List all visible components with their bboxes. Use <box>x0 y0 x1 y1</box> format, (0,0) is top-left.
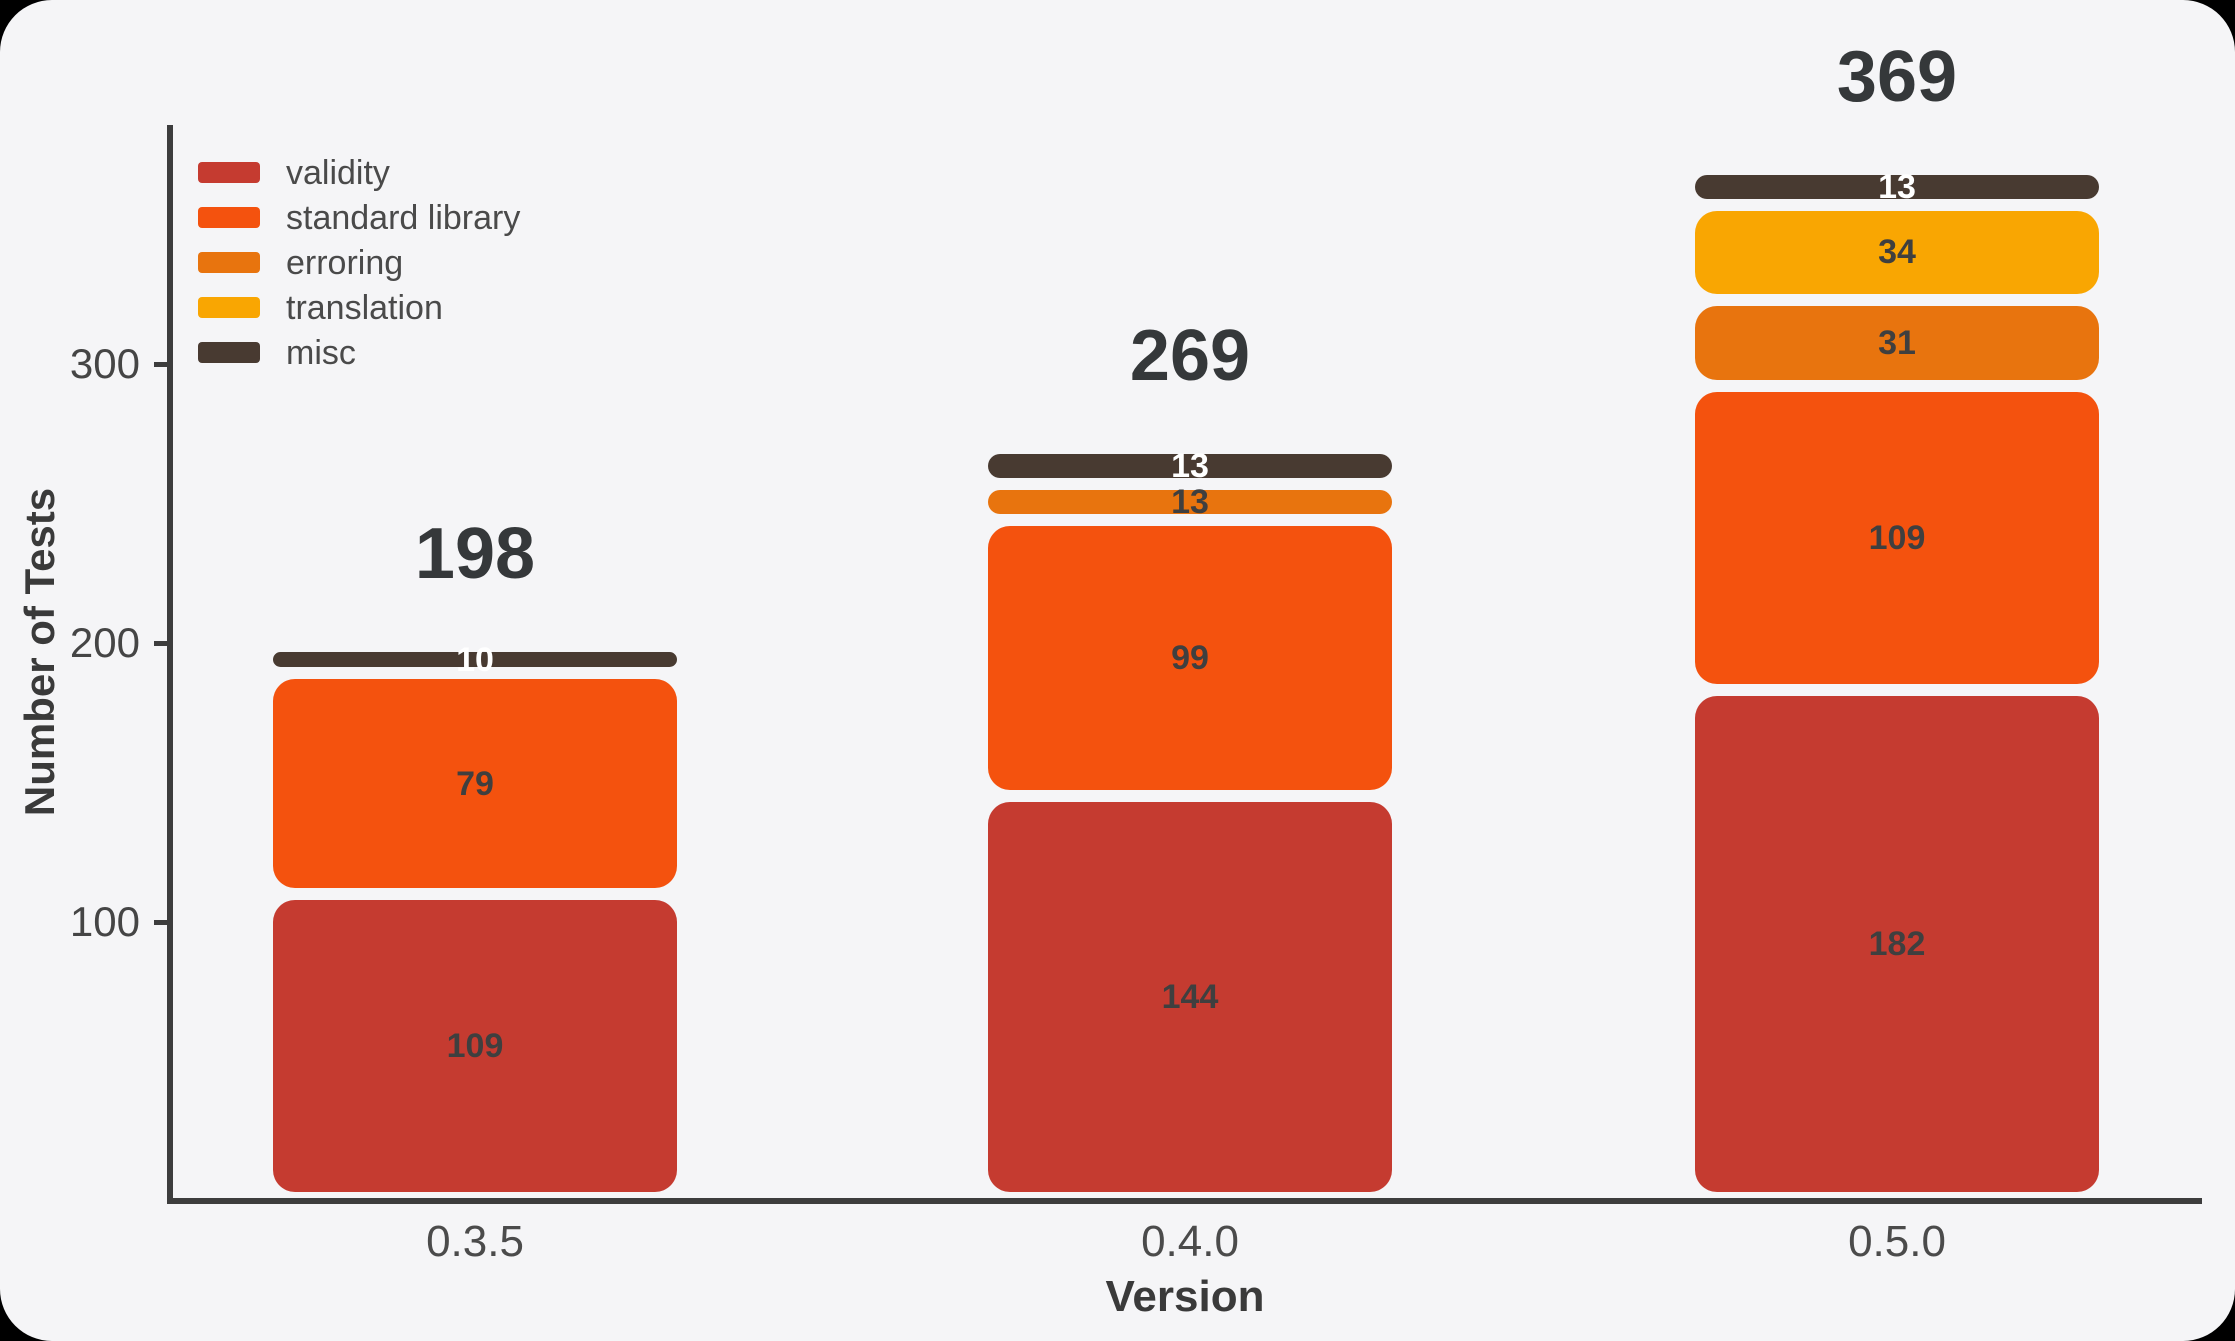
bar-total-label: 269 <box>1129 315 1251 396</box>
segment-validity: 109 <box>273 899 677 1192</box>
legend-swatch <box>198 297 260 318</box>
legend-item: erroring <box>198 240 520 285</box>
segment-standard-library: 99 <box>988 526 1392 791</box>
legend-item: misc <box>198 330 520 375</box>
segment-value-label: 182 <box>1868 925 1926 964</box>
segment-validity: 144 <box>988 802 1392 1192</box>
segment-value-label: 99 <box>1171 639 1209 678</box>
segment-value-label: 34 <box>1878 233 1916 272</box>
legend-swatch <box>198 342 260 363</box>
y-tick-label: 300 <box>69 340 140 387</box>
legend-item: standard library <box>198 195 520 240</box>
x-axis-line <box>167 1198 2202 1204</box>
bar-total-label: 198 <box>414 513 536 594</box>
segment-standard-library: 109 <box>1695 392 2099 685</box>
segment-value-label: 13 <box>1171 446 1209 485</box>
segment-translation: 34 <box>1695 210 2099 294</box>
segment-misc: 13 <box>988 449 1392 483</box>
segment-value-label: 13 <box>1878 167 1916 206</box>
y-tick <box>154 362 170 367</box>
bar-0.5.0: 369 13 34 31 109 182 <box>1695 41 2099 1192</box>
legend-item-label: validity <box>286 153 390 192</box>
y-tick-label: 100 <box>69 898 140 945</box>
x-tick-label: 0.5.0 <box>1848 1217 1946 1266</box>
segment-value-label: 13 <box>1171 482 1209 521</box>
legend-item: translation <box>198 285 520 330</box>
segment-misc: 10 <box>273 643 677 677</box>
x-tick-label: 0.3.5 <box>426 1217 524 1266</box>
segment-value-label: 144 <box>1161 978 1219 1017</box>
bar-total-label: 369 <box>1836 36 1958 117</box>
segment-value-label: 10 <box>456 640 494 679</box>
x-tick-label: 0.4.0 <box>1141 1217 1239 1266</box>
y-tick-label: 200 <box>69 619 140 666</box>
x-axis-title: Version <box>1105 1272 1265 1321</box>
legend-item-label: misc <box>286 333 356 372</box>
legend: validity standard library erroring translat… <box>198 150 520 375</box>
legend-item-label: erroring <box>286 243 404 282</box>
legend-item: validity <box>198 150 520 195</box>
segment-value-label: 79 <box>456 764 494 803</box>
segment-erroring: 31 <box>1695 305 2099 381</box>
bar-0.3.5: 198 10 79 109 <box>273 518 677 1192</box>
bar-0.4.0: 269 13 13 99 144 <box>988 320 1392 1192</box>
segment-value-label: 109 <box>1868 519 1926 558</box>
segment-standard-library: 79 <box>273 679 677 888</box>
segment-erroring: 13 <box>988 485 1392 519</box>
legend-swatch <box>198 252 260 273</box>
segment-validity: 182 <box>1695 696 2099 1192</box>
legend-swatch <box>198 162 260 183</box>
segment-misc: 13 <box>1695 170 2099 204</box>
segment-value-label: 109 <box>446 1026 504 1065</box>
legend-item-label: standard library <box>286 198 521 237</box>
y-tick <box>154 920 170 925</box>
y-axis-line <box>167 125 173 1204</box>
y-tick <box>154 641 170 646</box>
legend-item-label: translation <box>286 288 443 327</box>
segment-value-label: 31 <box>1878 323 1916 362</box>
legend-swatch <box>198 207 260 228</box>
